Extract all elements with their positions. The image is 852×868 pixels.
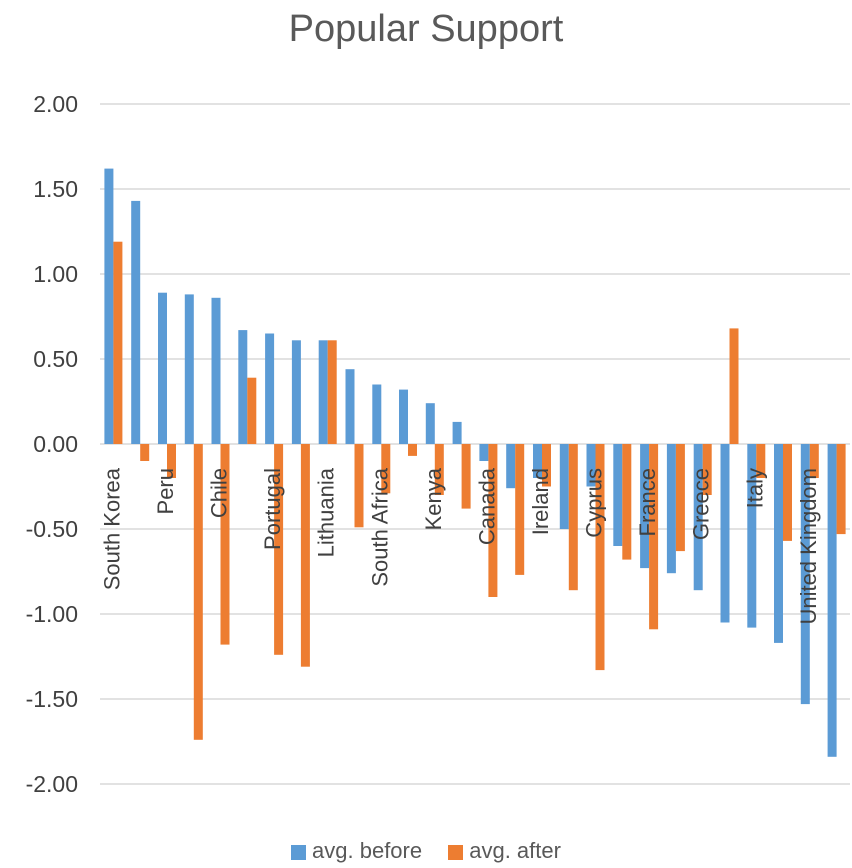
bar-avg-after xyxy=(434,444,444,495)
category-label: Italy xyxy=(742,468,767,508)
bar-avg-before xyxy=(586,444,596,487)
bar-avg-before xyxy=(747,444,757,628)
category-label: Canada xyxy=(474,467,499,545)
chart-title: Popular Support xyxy=(288,8,564,50)
bar-avg-before xyxy=(640,444,650,569)
category-label: France xyxy=(635,468,660,536)
category-label: Ireland xyxy=(528,468,553,535)
bar-avg-before xyxy=(238,330,248,444)
bar-avg-after xyxy=(140,444,150,461)
y-tick-label: -1.50 xyxy=(26,686,78,712)
bar-avg-before xyxy=(104,168,114,444)
bar-avg-before xyxy=(666,444,676,574)
bar-avg-before xyxy=(720,444,730,623)
legend-item-before: avg. before xyxy=(291,838,422,864)
bar-avg-before xyxy=(211,297,221,444)
bar-avg-before xyxy=(613,444,623,546)
bar-avg-before xyxy=(318,340,328,444)
bar-avg-after xyxy=(515,444,525,575)
bar-avg-after xyxy=(595,444,605,671)
bar-avg-after xyxy=(381,444,391,494)
category-label: South Korea xyxy=(99,467,124,590)
bar-avg-before xyxy=(693,444,703,591)
bar-avg-before xyxy=(291,340,301,444)
bar-avg-after xyxy=(702,444,712,495)
bar-avg-after xyxy=(542,444,551,487)
category-label: Peru xyxy=(153,468,178,514)
legend-label-after: avg. after xyxy=(469,838,561,863)
bar-avg-before xyxy=(559,444,569,529)
category-labels: South Korea Peru Chile Portugal Lithuania Sou… xyxy=(99,467,820,624)
bar-avg-after xyxy=(568,444,578,591)
bar-avg-after xyxy=(461,444,471,509)
y-tick-label: 0.50 xyxy=(33,346,78,372)
bar-avg-before xyxy=(131,200,141,444)
legend-item-after: avg. after xyxy=(448,838,561,864)
category-label: Lithuania xyxy=(314,467,339,557)
bar-avg-before xyxy=(265,333,275,444)
bar-avg-after xyxy=(327,340,337,444)
bar-avg-before xyxy=(158,292,167,444)
category-label: Chile xyxy=(207,468,232,518)
bar-avg-before xyxy=(372,384,382,444)
bar-avg-before xyxy=(506,444,516,489)
y-tick-label: 1.00 xyxy=(33,261,78,287)
legend-label-before: avg. before xyxy=(312,838,423,863)
category-label: Greece xyxy=(689,468,714,540)
bar-avg-after xyxy=(622,444,632,560)
y-tick-label: 0.00 xyxy=(33,431,78,457)
bar-avg-after xyxy=(675,444,685,552)
bar-avg-after xyxy=(756,444,766,478)
bar-avg-after xyxy=(836,444,846,535)
legend-swatch-after xyxy=(448,844,464,860)
bar-avg-after xyxy=(729,328,739,444)
bar-avg-after xyxy=(408,444,417,456)
bar-avg-before xyxy=(479,444,489,461)
bar-avg-after xyxy=(809,444,819,478)
y-tick-label: -2.00 xyxy=(26,771,78,797)
bar-avg-after xyxy=(649,444,659,630)
bar-avg-after xyxy=(167,444,176,478)
bar-avg-before xyxy=(800,444,810,705)
y-axis-tick-labels: 2.00 1.50 1.00 0.50 0.00 -0.50 -1.00 -1.50 -2.00 xyxy=(26,91,78,797)
category-label: South Africa xyxy=(367,467,392,586)
bar-avg-before xyxy=(184,294,194,444)
legend: avg. before avg. after xyxy=(0,838,852,864)
y-tick-label: -1.00 xyxy=(26,601,78,627)
y-tick-label: -0.50 xyxy=(26,516,78,542)
category-label: Portugal xyxy=(260,468,285,550)
bar-avg-after xyxy=(488,444,498,597)
bar-avg-after xyxy=(783,444,792,541)
bar-avg-after xyxy=(300,444,310,667)
bar-avg-after xyxy=(220,444,230,645)
y-tick-label: 2.00 xyxy=(33,91,78,117)
bar-avg-before xyxy=(425,403,435,444)
legend-swatch-before xyxy=(291,844,307,860)
bar-avg-after xyxy=(354,444,364,528)
bar-avg-after xyxy=(113,241,123,444)
bar-avg-before xyxy=(774,444,783,643)
category-label: Cyprus xyxy=(582,468,607,538)
bar-avg-before xyxy=(533,444,542,478)
bar-avg-before xyxy=(827,444,837,757)
y-tick-label: 1.50 xyxy=(33,176,78,202)
bar-avg-before xyxy=(399,389,408,444)
category-label: United Kingdom xyxy=(796,468,821,625)
bars xyxy=(104,168,846,757)
bar-avg-before xyxy=(345,369,355,444)
bar-avg-after xyxy=(274,444,284,655)
bar-avg-before xyxy=(452,421,462,444)
bar-avg-after xyxy=(247,377,257,444)
category-label: Kenya xyxy=(421,467,446,530)
bar-avg-after xyxy=(193,444,203,740)
